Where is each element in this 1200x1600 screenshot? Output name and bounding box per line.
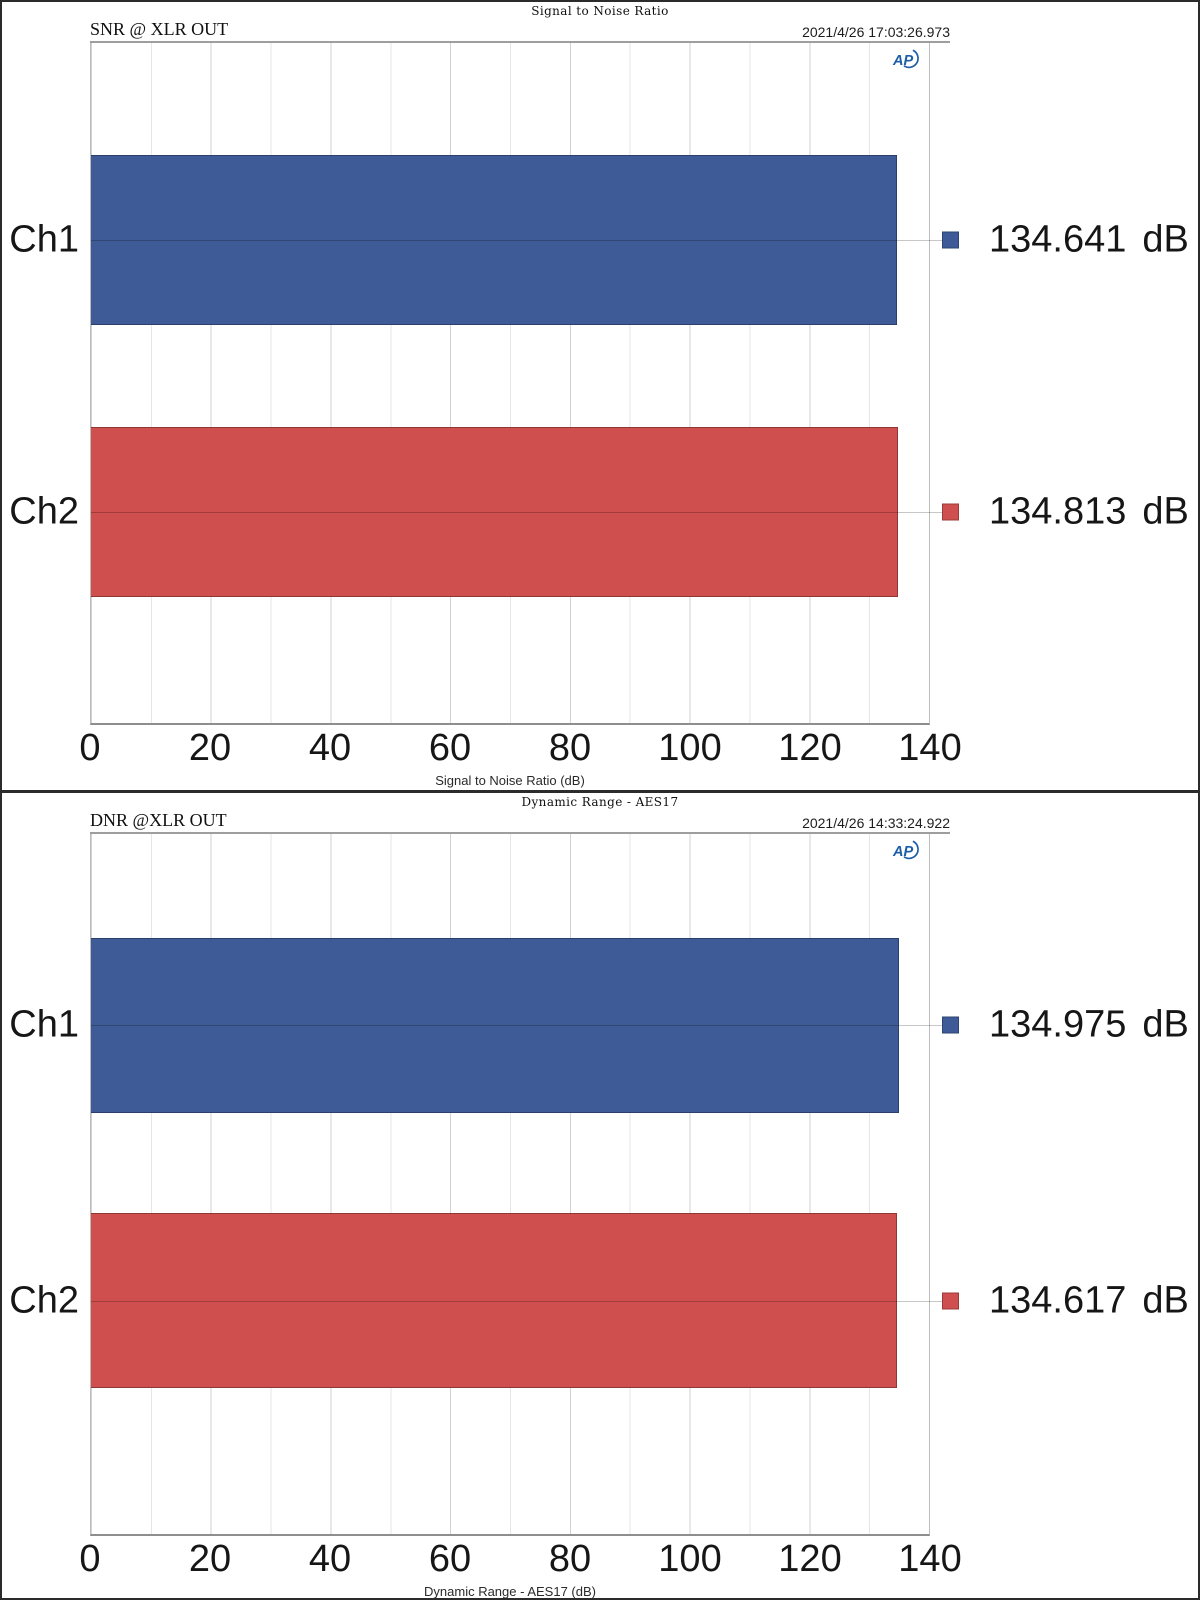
x-tick: 20: [188, 1538, 232, 1580]
legend-entry-ch1: 134.975 dB: [930, 1004, 1189, 1047]
chart-header: DNR @XLR OUT 2021/4/26 14:33:24.922: [90, 810, 950, 834]
value-unit: dB: [1142, 218, 1189, 261]
bar-row-ch2: Ch2 134.617 dB: [9, 1213, 1189, 1389]
x-tick: 120: [778, 727, 842, 769]
ap-logo-text: AP: [892, 844, 913, 860]
legend-marker-ch1: [942, 231, 959, 249]
bar-row-ch1: Ch1 134.975 dB: [9, 937, 1189, 1113]
x-tick: 80: [548, 1538, 592, 1580]
bar-row-ch2: Ch2 134.813 dB: [9, 427, 1189, 598]
category-label-ch2: Ch2: [9, 490, 79, 533]
x-tick: 60: [428, 1538, 472, 1580]
x-axis-label: Signal to Noise Ratio (dB): [435, 773, 585, 788]
ap-logo-icon: AP: [892, 48, 922, 72]
snr-chart-panel: Signal to Noise Ratio SNR @ XLR OUT 2021…: [2, 2, 1198, 790]
value-number: 134.813: [989, 490, 1127, 533]
x-tick: 140: [898, 727, 962, 769]
legend-marker-ch2: [942, 1292, 959, 1310]
x-tick: 120: [778, 1538, 842, 1580]
value-number: 134.641: [989, 218, 1127, 261]
ap-logo-icon: AP: [892, 839, 922, 863]
x-tick: 0: [79, 727, 101, 769]
chart-timestamp: 2021/4/26 14:33:24.922: [802, 815, 950, 831]
ap-logo-text: AP: [892, 53, 913, 69]
value-unit: dB: [1142, 1003, 1189, 1046]
chart-header-left: SNR @ XLR OUT: [90, 19, 229, 39]
x-tick: 40: [308, 1538, 352, 1580]
category-gridline: [91, 1300, 949, 1302]
category-label-ch1: Ch1: [9, 218, 79, 261]
chart-title: Signal to Noise Ratio: [531, 4, 669, 18]
bar-ch1: [91, 937, 899, 1113]
legend-marker-ch2: [942, 503, 959, 521]
chart-header-left: DNR @XLR OUT: [90, 810, 227, 830]
x-axis: 0 20 40 60 80 100 120 140: [79, 1536, 961, 1584]
value-label-ch1: 134.975 dB: [989, 1004, 1189, 1047]
bar-ch2: [91, 1213, 897, 1389]
chart-header: SNR @ XLR OUT 2021/4/26 17:03:26.973: [90, 19, 950, 43]
x-tick: 80: [548, 727, 592, 769]
value-label-ch2: 134.813 dB: [989, 491, 1189, 534]
x-tick: 0: [79, 1538, 101, 1580]
category-gridline: [91, 240, 949, 242]
category-label-ch2: Ch2: [9, 1279, 79, 1322]
value-unit: dB: [1142, 490, 1189, 533]
value-unit: dB: [1142, 1279, 1189, 1322]
bar-ch2: [91, 427, 898, 598]
category-label-ch1: Ch1: [9, 1003, 79, 1046]
x-axis: 0 20 40 60 80 100 120 140: [79, 725, 961, 773]
plot-area: AP Ch1 134.975 dB Ch2: [9, 834, 1189, 1536]
bar-ch1: [91, 155, 897, 326]
plot-area: AP Ch1 134.641 dB Ch2: [9, 43, 1189, 725]
legend-marker-ch1: [942, 1016, 959, 1034]
x-tick: 20: [188, 727, 232, 769]
value-label-ch2: 134.617 dB: [989, 1279, 1189, 1322]
value-number: 134.975: [989, 1003, 1127, 1046]
x-tick: 140: [898, 1538, 962, 1580]
x-tick: 60: [428, 727, 472, 769]
x-axis-label: Dynamic Range - AES17 (dB): [424, 1584, 596, 1599]
x-tick: 100: [658, 727, 722, 769]
chart-title: Dynamic Range - AES17: [521, 795, 679, 809]
chart-timestamp: 2021/4/26 17:03:26.973: [802, 24, 950, 40]
legend-entry-ch2: 134.617 dB: [930, 1279, 1189, 1322]
category-gridline: [91, 512, 949, 514]
value-number: 134.617: [989, 1279, 1127, 1322]
value-label-ch1: 134.641 dB: [989, 219, 1189, 262]
bar-row-ch1: Ch1 134.641 dB: [9, 155, 1189, 326]
dnr-chart-panel: Dynamic Range - AES17 DNR @XLR OUT 2021/…: [2, 790, 1198, 1599]
x-tick: 100: [658, 1538, 722, 1580]
x-tick: 40: [308, 727, 352, 769]
legend-entry-ch2: 134.813 dB: [930, 491, 1189, 534]
legend-entry-ch1: 134.641 dB: [930, 219, 1189, 262]
category-gridline: [91, 1025, 949, 1027]
